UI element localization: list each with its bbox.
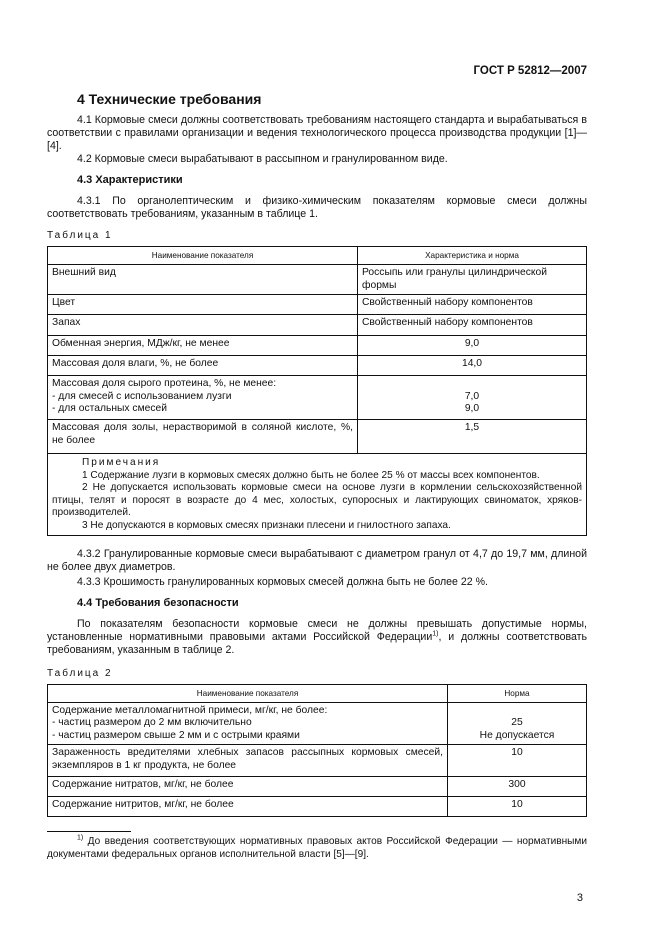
cell-line: 7,0 [464,390,480,402]
cell-value: 9,0 [357,335,587,356]
table-row: Запах Свойственный набору компонентов [47,314,587,336]
cell-value: Свойственный набору компонентов [357,294,587,315]
paragraph-4-4: По показателям безопасности кормовые сме… [47,618,587,657]
table-row: Содержание нитритов, мг/кг, не более 10 [47,796,587,818]
paragraph-4-3-3: 4.3.3 Крошимость гранулированных кормовы… [77,575,488,588]
paragraph-4-1: 4.1 Кормовые смеси должны соответствоват… [47,114,587,152]
cell-name: Содержание нитратов, мг/кг, не более [47,776,448,798]
paragraph-4-2: 4.2 Кормовые смеси вырабатывают в рассып… [77,153,448,165]
table-row: Цвет Свойственный набору компонентов [47,294,587,315]
notes-title: Примечания [82,457,161,468]
cell-name: Массовая доля золы, нерастворимой в соля… [47,419,358,454]
table-1: Наименование показателя Характеристика и … [47,246,587,536]
cell-line: Не допускается [479,729,555,741]
cell-name: Запах [47,314,358,336]
cell-line: Содержание металломагнитной примеси, мг/… [52,704,328,716]
table-notes: Примечания 1 Содержание лузги в кормовых… [47,453,587,536]
footnote: 1) До введения соответствующих нормативн… [47,835,587,861]
cell-name: Содержание металломагнитной примеси, мг/… [47,701,448,746]
table1-header-value: Характеристика и норма [357,246,587,265]
note: 2 Не допускается использовать кормовые с… [52,482,582,519]
paragraph-4-3-2: 4.3.2 Гранулированные кормовые смеси выр… [47,547,587,573]
page-number: 3 [576,892,583,905]
cell-value: Россыпь или гранулы цилиндрической формы [357,264,587,295]
cell-line: Массовая доля сырого протеина, %, не мен… [52,378,277,389]
cell-line: 9,0 [464,403,480,414]
cell-name: Обменная энергия, МДж/кг, не менее [47,335,358,356]
heading-4-4: 4.4 Требования безопасности [77,596,239,609]
footnote-divider [47,831,131,833]
cell-value: Свойственный набору компонентов [357,314,587,336]
cell-line: - частиц размером свыше 2 мм и с острыми… [52,729,300,741]
section-title: 4 Технические требования [77,91,262,107]
cell-value: 7,0 9,0 [357,375,587,420]
text: , и должны соответствовать требованиям, … [47,630,588,656]
document-id: ГОСТ Р 52812—2007 [473,65,587,77]
table-row: Массовая доля золы, нерастворимой в соля… [47,419,587,454]
paragraph-4-3-1: 4.3.1 По органолептическим и физико-хими… [47,195,587,220]
cell-name: Зараженность вредителями хлебных запасов… [47,744,448,778]
cell-line: 25 [511,717,523,729]
heading-4-3: 4.3 Характеристики [77,174,183,186]
cell-value: 10 [447,744,587,778]
cell-line: - для остальных смесей [52,403,167,414]
cell-value: 1,5 [357,419,587,454]
note: 3 Не допускаются в кормовых смесях призн… [82,519,451,531]
table-row: Содержание нитратов, мг/кг, не более 300 [47,776,587,798]
table-row: Обменная энергия, МДж/кг, не менее 9,0 [47,335,587,356]
document-page: ГОСТ Р 52812—2007 4 Технические требован… [47,0,587,925]
cell-name: Внешний вид [47,264,358,295]
table2-header-name: Наименование показателя [47,683,448,703]
table-row: Массовая доля влаги, %, не более 14,0 [47,355,587,376]
cell-name: Массовая доля влаги, %, не более [47,355,358,376]
table1-caption: Таблица 1 [47,230,113,241]
cell-value: 14,0 [357,355,587,376]
note: 1 Содержание лузги в кормовых смесях дол… [82,469,540,481]
cell-name: Массовая доля сырого протеина, %, не мен… [47,375,358,420]
footnote-text: До введения соответствующих нормативных … [47,836,587,861]
table2-header-value: Норма [447,683,587,703]
table-row: Содержание металломагнитной примеси, мг/… [47,701,587,746]
table-2: Наименование показателя Норма Содержание … [47,683,587,818]
cell-value: 25 Не допускается [447,701,587,746]
table2-caption: Таблица 2 [47,667,113,679]
footnote-ref[interactable]: 1) [432,630,439,638]
cell-value: 10 [447,796,587,818]
table-row: Массовая доля сырого протеина, %, не мен… [47,375,587,420]
table-row: Зараженность вредителями хлебных запасов… [47,744,587,778]
footnote-mark: 1) [77,834,84,842]
cell-name: Цвет [47,294,358,315]
table1-header-name: Наименование показателя [47,246,358,265]
cell-line: - частиц размером до 2 мм включительно [52,717,252,729]
cell-value: 300 [447,776,587,798]
table-row: Внешний вид Россыпь или гранулы цилиндрич… [47,264,587,295]
text: По показателям безопасности кормовые сме… [47,617,587,643]
cell-name: Содержание нитритов, мг/кг, не более [47,796,448,818]
cell-line: - для смесей с использованием лузги [52,390,232,402]
